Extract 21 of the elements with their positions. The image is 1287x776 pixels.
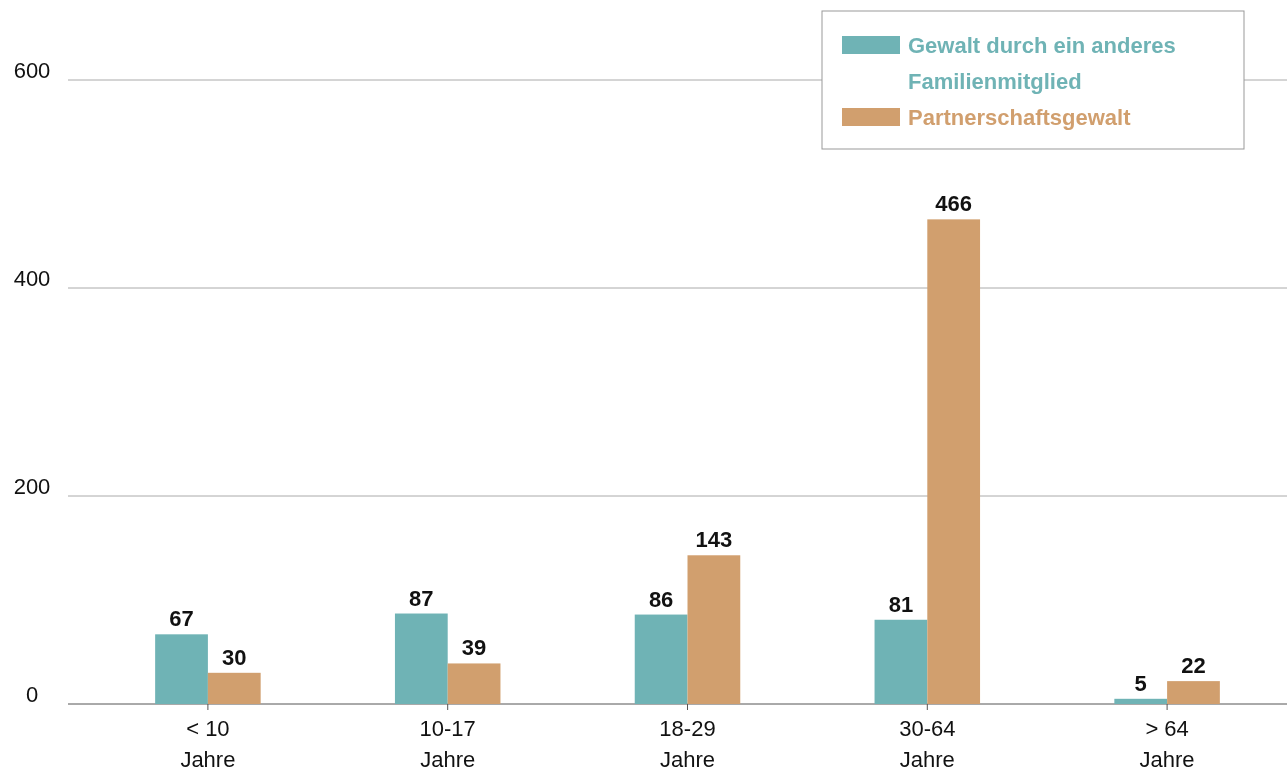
x-tick-label: 18-29 Jahre: [659, 716, 716, 772]
x-tick-label: > 64 Jahre: [1139, 716, 1195, 772]
data-label: 87: [409, 585, 434, 611]
data-label: 86: [648, 586, 674, 612]
data-label: 39: [461, 635, 487, 661]
y-tick-label: 0: [25, 682, 39, 707]
legend-label: Gewalt durch ein anderes Familienmitglied: [908, 33, 1176, 94]
x-tick-label: 30-64 Jahre: [899, 716, 956, 772]
y-tick-label: 200: [13, 474, 51, 499]
legend-label: Partnerschaftsgewalt: [908, 105, 1132, 130]
x-tick-label: < 10 Jahre: [180, 716, 236, 772]
x-tick-label: 10-17 Jahre: [419, 716, 476, 772]
data-label: 466: [935, 191, 973, 217]
y-tick-label: 600: [13, 58, 51, 83]
data-label: 81: [888, 591, 914, 617]
y-tick-label: 400: [13, 266, 51, 291]
data-label: 143: [695, 527, 733, 553]
data-label: 22: [1181, 653, 1206, 679]
data-label: 5: [1134, 670, 1147, 696]
data-label: 30: [222, 644, 247, 670]
data-label: 67: [169, 606, 194, 632]
